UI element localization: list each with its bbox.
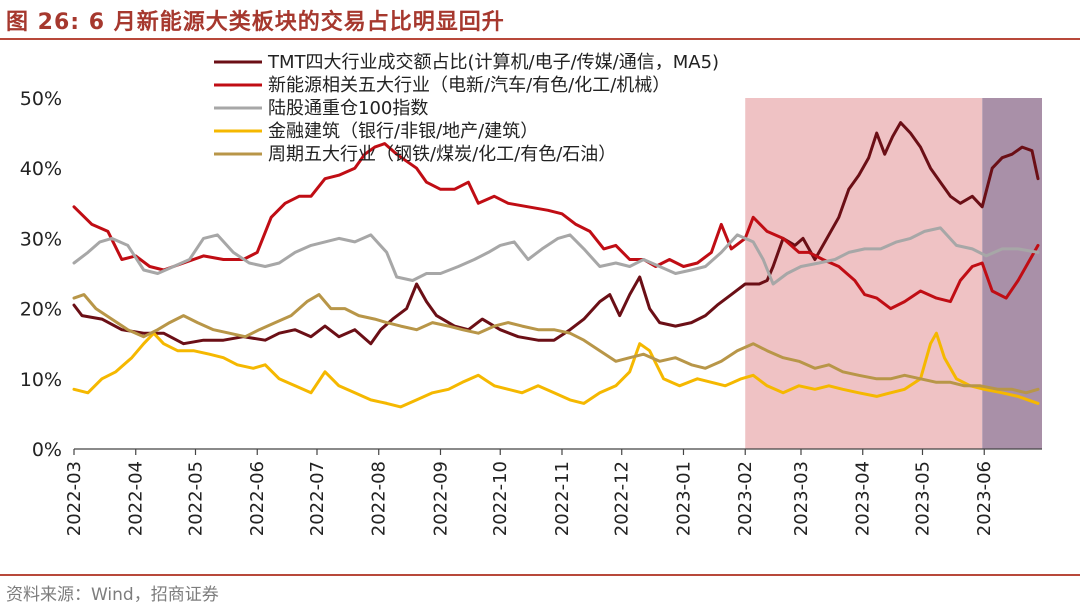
series-line-5 [72,293,1040,395]
x-tick-label: 2022-03 [64,461,85,536]
series-line-1 [72,121,1040,346]
y-tick-label: 20% [20,299,62,321]
x-tick-label: 2022-06 [247,461,268,536]
x-tick-label: 2022-09 [430,461,451,536]
x-tick-label: 2022-04 [126,461,147,536]
legend-label-1: TMT四大行业成交额占比(计算机/电子/传媒/通信，MA5) [267,52,719,73]
legend-label-2: 新能源相关五大行业（电新/汽车/有色/化工/机械） [268,75,670,96]
legend-label-3: 陆股通重仓100指数 [268,98,428,119]
x-tick-label: 2022-11 [552,461,573,536]
y-tick-label: 30% [20,228,62,250]
x-tick-label: 2023-04 [853,461,874,536]
x-tick-label: 2022-08 [369,461,390,536]
x-tick-label: 2022-10 [490,461,511,536]
y-tick-label: 50% [20,88,62,110]
header-rule [0,38,1080,40]
x-tick-label: 2023-01 [673,461,694,536]
x-tick-label: 2023-02 [735,461,756,536]
axes: 0% 10% 20% 30% 40% 50% 2022-03 2022-04 2022-05 20… [20,88,1042,536]
shaded-region-1 [745,98,983,449]
chart-title: 图 26: 6 月新能源大类板块的交易占比明显回升 [6,10,505,35]
legend: TMT四大行业成交额占比(计算机/电子/传媒/通信，MA5)新能源相关五大行业（… [214,52,719,165]
line-chart: 0% 10% 20% 30% 40% 50% 2022-03 2022-04 2022-05 20… [20,52,1042,536]
legend-label-5: 周期五大行业（钢铁/煤炭/化工/有色/石油） [268,144,616,165]
legend-label-4: 金融建筑（银行/非银/地产/建筑） [268,121,538,142]
y-tick-label: 40% [20,158,62,180]
x-tick-label: 2022-12 [612,461,633,536]
x-tick-label: 2022-07 [307,461,328,536]
x-tick-label: 2023-03 [791,461,812,536]
series-lines [72,121,1040,409]
series-line-3 [72,226,1040,286]
x-tick-label: 2022-05 [185,461,206,536]
footer-rule [0,574,1080,576]
series-line-4 [72,331,1040,409]
x-tick-label: 2023-05 [912,461,933,536]
y-tick-label: 10% [20,369,62,391]
series-line-2 [72,142,1040,311]
x-tick-label: 2023-06 [974,461,995,536]
source-note: 资料来源：Wind，招商证券 [6,585,219,605]
y-tick-label: 0% [32,439,62,461]
